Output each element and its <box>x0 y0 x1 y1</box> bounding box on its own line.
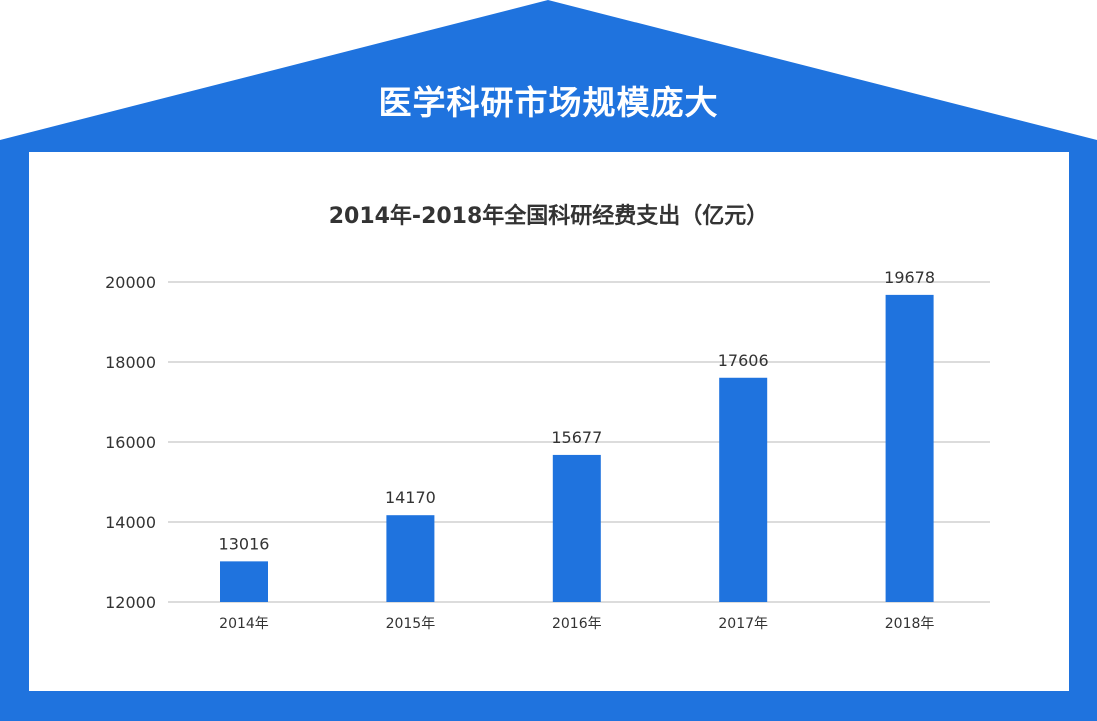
y-tick-label: 14000 <box>105 513 156 532</box>
banner-title: 医学科研市场规模庞大 <box>378 83 719 122</box>
bar <box>552 454 601 602</box>
bar <box>386 515 435 602</box>
y-tick-label: 12000 <box>105 593 156 612</box>
x-tick-label: 2015年 <box>386 616 436 632</box>
data-label: 15677 <box>551 428 602 447</box>
chart-title: 2014年-2018年全国科研经费支出（亿元） <box>328 204 769 229</box>
bar <box>719 377 768 602</box>
x-tick-label: 2014年 <box>219 616 269 632</box>
x-tick-label: 2017年 <box>718 616 768 632</box>
y-tick-label: 20000 <box>105 273 156 292</box>
bar <box>220 561 268 602</box>
data-label: 14170 <box>385 488 436 507</box>
x-tick-label: 2016年 <box>552 616 602 632</box>
data-label: 19678 <box>884 268 935 287</box>
y-tick-label: 18000 <box>105 353 156 372</box>
data-label: 17606 <box>718 351 769 370</box>
y-tick-label: 16000 <box>105 433 156 452</box>
x-tick-label: 2018年 <box>885 616 935 632</box>
data-label: 13016 <box>219 534 270 553</box>
bar <box>885 294 934 602</box>
